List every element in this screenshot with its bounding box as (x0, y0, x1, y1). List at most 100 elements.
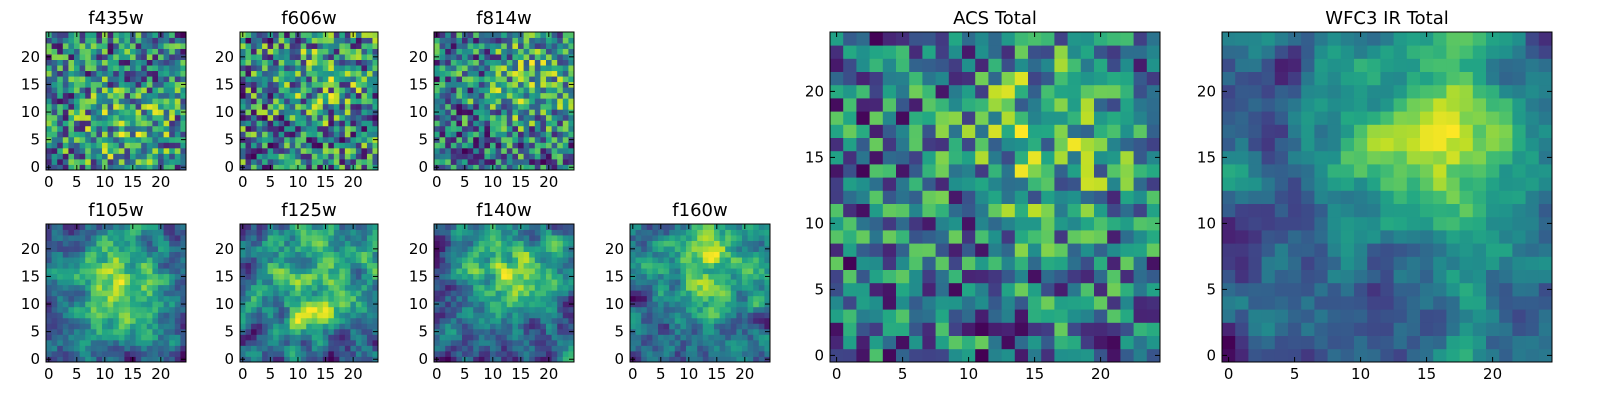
heatmap-cell (240, 37, 246, 44)
heatmap-cell (490, 37, 496, 44)
heatmap-cell (1041, 269, 1055, 284)
heatmap-cell (90, 98, 97, 105)
heatmap-cell (641, 350, 648, 357)
y-tick-label: 0 (224, 158, 234, 176)
heatmap-cell (350, 76, 357, 83)
heatmap-cell (830, 216, 844, 231)
heatmap-cell (256, 350, 263, 357)
heatmap-cell (445, 229, 452, 236)
heatmap-cell (702, 268, 709, 275)
heatmap-cell (686, 284, 692, 291)
heatmap-cell (988, 282, 1002, 297)
heatmap-cell (124, 240, 131, 247)
heatmap-cell (180, 125, 187, 132)
heatmap-cell (295, 235, 302, 241)
heatmap-cell (473, 92, 480, 99)
heatmap-cell (551, 147, 558, 154)
heatmap-cell (85, 317, 92, 324)
heatmap-cell (317, 87, 324, 94)
heatmap-cell (758, 257, 765, 264)
heatmap-cell (90, 323, 97, 330)
heatmap-cell (830, 150, 844, 165)
heatmap-cell (450, 81, 457, 88)
heatmap-cell (57, 147, 64, 154)
heatmap-cell (1014, 256, 1029, 270)
heatmap-cell (434, 158, 440, 165)
heatmap-cell (501, 158, 508, 165)
y-tick-label: 0 (224, 350, 234, 368)
heatmap-cell (339, 142, 346, 149)
heatmap-cell (484, 158, 491, 165)
heatmap-cell (289, 158, 296, 165)
heatmap-cell (753, 295, 760, 302)
heatmap-cell (146, 279, 153, 286)
heatmap-cell (708, 224, 715, 230)
heatmap-cell (322, 114, 329, 121)
heatmap-cell (355, 339, 362, 346)
heatmap-cell (568, 240, 575, 247)
heatmap-cell (658, 328, 664, 335)
heatmap-cell (490, 70, 496, 77)
heatmap-cell (948, 282, 963, 297)
heatmap-cell (158, 125, 164, 132)
heatmap-cell (267, 290, 274, 297)
heatmap-cell (962, 256, 976, 270)
heatmap-cell (635, 235, 642, 241)
heatmap-cell (96, 268, 103, 275)
heatmap-cell (758, 301, 765, 308)
heatmap-cell (333, 229, 340, 236)
heatmap-cell (730, 240, 737, 247)
heatmap-cell (512, 142, 519, 149)
heatmap-cell (512, 279, 519, 286)
heatmap-cell (146, 284, 153, 291)
heatmap-cell (630, 350, 636, 357)
heatmap-cell (141, 301, 148, 308)
heatmap-cell (523, 268, 530, 275)
heatmap-cell (450, 92, 457, 99)
heatmap-cell (306, 306, 313, 313)
heatmap-cell (169, 350, 176, 357)
heatmap-cell (245, 153, 252, 160)
heatmap-cell (361, 279, 368, 286)
heatmap-cell (501, 262, 508, 269)
heatmap-cell (540, 120, 547, 127)
heatmap-cell (306, 164, 313, 171)
heatmap-cell (719, 240, 726, 247)
heatmap-cell (333, 246, 340, 252)
heatmap-cell (333, 345, 340, 352)
heatmap-cell (245, 54, 252, 60)
y-tick-label: 15 (409, 75, 428, 93)
heatmap-cell (124, 70, 131, 77)
heatmap-cell (124, 109, 131, 116)
heatmap-cell (180, 290, 187, 297)
heatmap-cell (251, 81, 257, 88)
heatmap-cell (467, 65, 474, 72)
heatmap-cell (267, 70, 274, 77)
heatmap-cell (51, 87, 58, 94)
heatmap-cell (506, 268, 513, 275)
heatmap-cell (484, 54, 491, 60)
heatmap-cell (473, 284, 480, 291)
heatmap-cell (322, 290, 329, 297)
heatmap-cell (562, 43, 569, 49)
heatmap-cell (256, 328, 263, 335)
heatmap-cell (355, 103, 362, 110)
heatmap-cell (158, 334, 164, 341)
heatmap-cell (57, 98, 64, 105)
heatmap-cell (251, 125, 257, 132)
heatmap-cell (534, 339, 541, 346)
heatmap-cell (686, 268, 692, 275)
heatmap-cell (490, 114, 496, 121)
heatmap-cell (450, 65, 457, 72)
heatmap-cell (467, 229, 474, 236)
heatmap-cell (328, 65, 335, 72)
heatmap-cell (107, 350, 114, 357)
heatmap-cell (240, 317, 246, 324)
heatmap-cell (372, 37, 379, 44)
heatmap-cell (686, 257, 692, 264)
heatmap-cell (107, 246, 114, 252)
heatmap-cell (328, 92, 335, 99)
heatmap-cell (686, 295, 692, 302)
heatmap-cell (366, 103, 373, 110)
